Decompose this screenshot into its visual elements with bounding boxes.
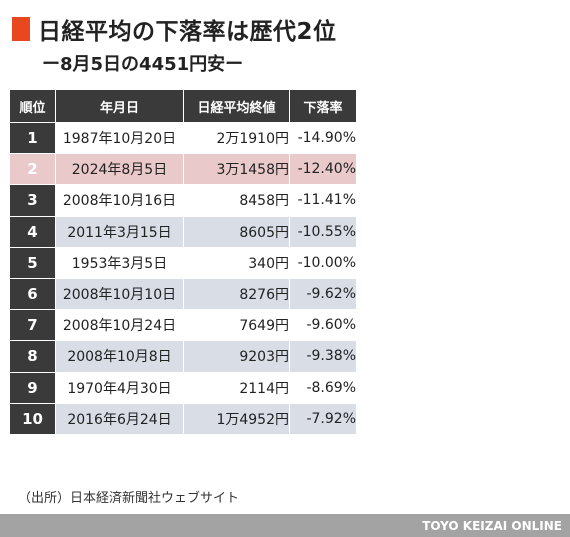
- table-row: 1 1987年10月20日 2万1910円 -14.90%: [10, 123, 357, 155]
- header-close: 日経平均終値: [184, 90, 290, 123]
- pct-cell: -9.62%: [290, 278, 357, 311]
- chart-title: 日経平均の下落率は歴代2位: [38, 19, 337, 45]
- close-cell: 8276円: [184, 278, 290, 311]
- date-cell: 2008年10月8日: [56, 341, 184, 373]
- date-cell: 2011年3月15日: [56, 216, 184, 248]
- rank-cell: 3: [10, 185, 56, 217]
- date-cell: 1953年3月5日: [56, 247, 184, 279]
- table-row: 2 2024年8月5日 3万1458円 -12.40%: [10, 154, 357, 186]
- rank-cell: 6: [10, 278, 56, 311]
- pct-cell: -9.60%: [290, 310, 357, 342]
- date-cell: 2024年8月5日: [56, 154, 184, 186]
- date-cell: 2008年10月16日: [56, 185, 184, 217]
- title-block: 日経平均の下落率は歴代2位: [12, 12, 337, 46]
- close-cell: 3万1458円: [184, 154, 290, 186]
- table-row: 6 2008年10月10日 8276円 -9.62%: [10, 278, 357, 311]
- pct-cell: -10.00%: [290, 247, 357, 279]
- table-row: 7 2008年10月24日 7649円 -9.60%: [10, 310, 357, 342]
- title-accent-square: [12, 17, 30, 41]
- header-pct: 下落率: [290, 90, 357, 123]
- header-rank: 順位: [10, 90, 56, 123]
- pct-cell: -9.38%: [290, 341, 357, 373]
- table-row: 10 2016年6月24日 1万4952円 -7.92%: [10, 403, 357, 435]
- date-cell: 2008年10月10日: [56, 278, 184, 311]
- table-row: 4 2011年3月15日 8605円 -10.55%: [10, 216, 357, 248]
- pct-cell: -8.69%: [290, 372, 357, 404]
- date-cell: 1987年10月20日: [56, 123, 184, 155]
- pct-cell: -14.90%: [290, 123, 357, 155]
- rank-cell: 4: [10, 216, 56, 248]
- ranking-table: 順位 年月日 日経平均終値 下落率 1 1987年10月20日 2万1910円 -14…: [10, 90, 357, 435]
- close-cell: 9203円: [184, 341, 290, 373]
- date-cell: 2016年6月24日: [56, 403, 184, 435]
- pct-cell: -10.55%: [290, 216, 357, 248]
- source-note: （出所）日本経済新聞社ウェブサイト: [18, 491, 240, 506]
- close-cell: 8458円: [184, 185, 290, 217]
- rank-cell: 2: [10, 154, 56, 186]
- rank-cell: 9: [10, 372, 56, 404]
- close-cell: 1万4952円: [184, 403, 290, 435]
- rank-cell: 8: [10, 341, 56, 373]
- chart-subtitle: ー8月5日の4451円安ー: [42, 54, 244, 75]
- close-cell: 2114円: [184, 372, 290, 404]
- table-row: 3 2008年10月16日 8458円 -11.41%: [10, 185, 357, 217]
- rank-cell: 10: [10, 403, 56, 435]
- pct-cell: -11.41%: [290, 185, 357, 217]
- rank-cell: 7: [10, 310, 56, 342]
- pct-cell: -12.40%: [290, 154, 357, 186]
- close-cell: 7649円: [184, 310, 290, 342]
- rank-cell: 1: [10, 123, 56, 155]
- pct-cell: -7.92%: [290, 403, 357, 435]
- rank-cell: 5: [10, 247, 56, 279]
- table-header-row: 順位 年月日 日経平均終値 下落率: [10, 90, 357, 123]
- close-cell: 8605円: [184, 216, 290, 248]
- table-row: 8 2008年10月8日 9203円 -9.38%: [10, 341, 357, 373]
- date-cell: 2008年10月24日: [56, 310, 184, 342]
- brand-label: TOYO KEIZAI ONLINE: [422, 518, 562, 533]
- footer-bar: TOYO KEIZAI ONLINE: [0, 514, 570, 537]
- date-cell: 1970年4月30日: [56, 372, 184, 404]
- close-cell: 340円: [184, 247, 290, 279]
- table-row: 9 1970年4月30日 2114円 -8.69%: [10, 372, 357, 404]
- table-row: 5 1953年3月5日 340円 -10.00%: [10, 247, 357, 279]
- close-cell: 2万1910円: [184, 123, 290, 155]
- header-date: 年月日: [56, 90, 184, 123]
